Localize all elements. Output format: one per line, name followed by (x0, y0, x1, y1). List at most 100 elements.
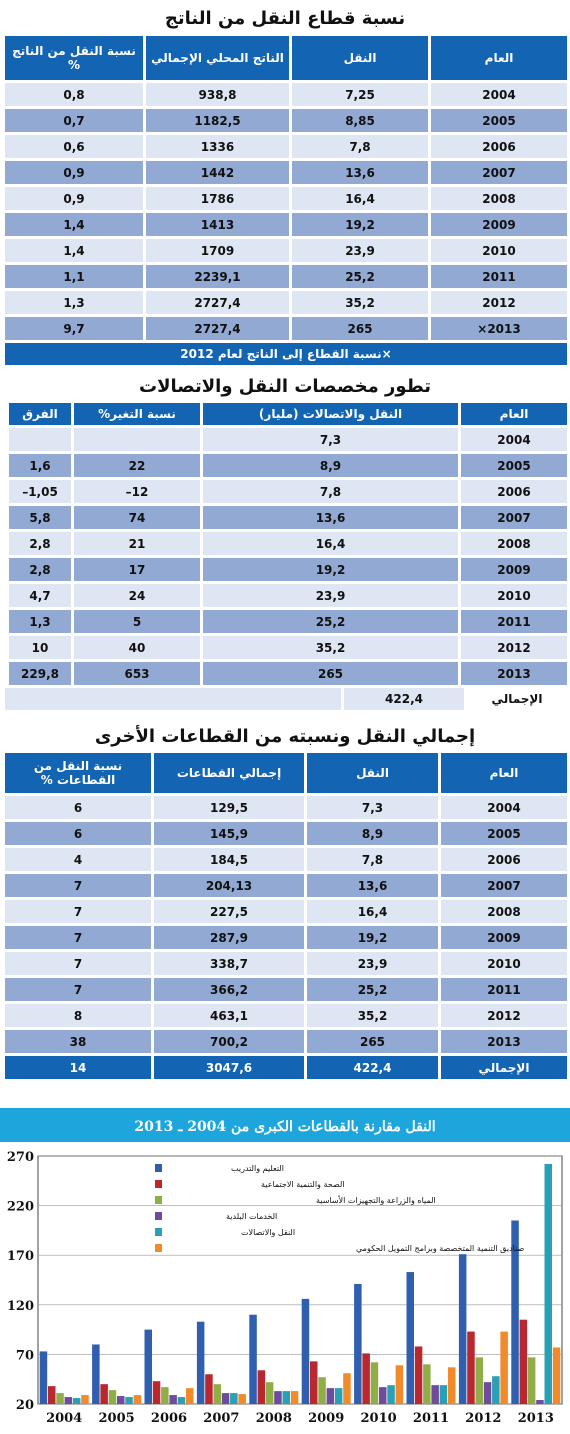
table3-header-cell: إجمالي القطاعات (154, 753, 304, 793)
table-row: 2011 25,2 5 1,3 (5, 610, 567, 633)
x-tick-label: 2012 (465, 1411, 501, 1426)
bar (186, 1388, 194, 1404)
table-cell: 2005 (441, 822, 567, 845)
table-cell: 229,8 (9, 662, 71, 685)
bar (133, 1395, 142, 1404)
y-tick-label: 120 (7, 1299, 34, 1314)
bar (467, 1331, 475, 1404)
bar (108, 1390, 117, 1404)
bar (406, 1272, 414, 1404)
table-row: 2009 19,2 287,9 7 (5, 926, 567, 949)
table-cell: 2007 (441, 874, 567, 897)
bar (125, 1397, 133, 1404)
bar (169, 1395, 177, 1404)
table-cell: 19,2 (307, 926, 438, 949)
table-row: 2006 7,8 184,5 4 (5, 848, 567, 871)
table1-header-cell: نسبة النقل من الناتج % (5, 36, 143, 80)
table-cell: 74 (74, 506, 200, 529)
table-cell: 21 (74, 532, 200, 555)
table-cell: 7 (5, 952, 151, 975)
table-cell: 366,2 (154, 978, 304, 1001)
table2-header-cell: النقل والاتصالات (مليار) (203, 403, 458, 425)
table-row: 2006 7,8 1336 0,6 (5, 135, 567, 158)
bar (92, 1344, 100, 1404)
table2-total-row: الإجمالي 422,4 (5, 688, 567, 710)
table-cell: 38 (5, 1030, 151, 1053)
bar (500, 1331, 508, 1404)
bar (483, 1382, 492, 1404)
table-cell: 2011 (461, 610, 567, 633)
table-cell: 9,7 (5, 317, 143, 340)
table-cell: 2013 (441, 1030, 567, 1053)
bar (39, 1351, 48, 1404)
bar (301, 1298, 310, 1404)
bar (395, 1365, 404, 1404)
bar (290, 1391, 299, 1404)
table-row: 2004 7,25 938,8 0,8 (5, 83, 567, 106)
table-row: 2011 25,2 366,2 7 (5, 978, 567, 1001)
table2-title: تطور مخصصات النقل والاتصالات (139, 376, 431, 397)
table-cell: 2004 (441, 796, 567, 819)
bar (536, 1400, 544, 1404)
x-tick-label: 2010 (361, 1411, 397, 1426)
table-row: 2010 23,9 24 4,7 (5, 584, 567, 607)
bar (230, 1393, 238, 1404)
table-cell: 338,7 (154, 952, 304, 975)
table-cell: 16,4 (307, 900, 438, 923)
table-cell: 227,5 (154, 900, 304, 923)
bar (379, 1387, 387, 1404)
x-tick-label: 2006 (151, 1411, 187, 1426)
table-row: 2004 7,3 129,5 6 (5, 796, 567, 819)
table-row: 2012 35,2 40 10 (5, 636, 567, 659)
x-tick-label: 2013 (518, 1411, 554, 1426)
bar (257, 1370, 266, 1404)
table1-header-row: العام النقل الناتج المحلي الإجمالي نسبة الن… (5, 36, 567, 80)
y-tick-label: 70 (16, 1348, 34, 1363)
table-cell: 16,4 (203, 532, 458, 555)
table-cell: 0,6 (5, 135, 143, 158)
bar (221, 1393, 230, 1404)
bar (249, 1314, 257, 1404)
table-cell: 2010 (441, 952, 567, 975)
bar (423, 1364, 431, 1404)
bar (265, 1382, 274, 1404)
table-cell: 7 (5, 874, 151, 897)
table-row: 2008 16,4 21 2,8 (5, 532, 567, 555)
table-cell: 17 (74, 558, 200, 581)
table-row: 2005 8,85 1182,5 0,7 (5, 109, 567, 132)
bar (310, 1361, 318, 1404)
x-tick-label: 2011 (413, 1411, 449, 1426)
table-cell: 8 (5, 1004, 151, 1027)
bar (161, 1387, 169, 1404)
total-cell: الإجمالي (441, 1056, 567, 1079)
table-cell: 129,5 (154, 796, 304, 819)
table-cell: 2010 (431, 239, 567, 262)
chart-title-banner (0, 1108, 570, 1142)
bar-chart: النقل مقارنة بالقطاعات الكبرى من 2004 ـ … (0, 1108, 570, 1426)
legend-swatch (155, 1212, 162, 1220)
bar (354, 1283, 362, 1404)
table-cell: 265 (292, 317, 428, 340)
table-cell: 1786 (146, 187, 289, 210)
y-tick-label: 270 (7, 1150, 34, 1165)
table-cell: 1,1 (5, 265, 143, 288)
table-cell: 0,9 (5, 187, 143, 210)
table-cell: 2013 (461, 662, 567, 685)
bar (100, 1384, 108, 1404)
table-row: 2004 7,3 (5, 428, 567, 451)
table-cell: 8,85 (292, 109, 428, 132)
bar (458, 1254, 467, 1404)
chart-title: النقل مقارنة بالقطاعات الكبرى من 2004 ـ … (134, 1119, 435, 1135)
table-cell: 19,2 (203, 558, 458, 581)
legend-label: الخدمات البلدية (226, 1212, 277, 1221)
table-cell: 1,4 (5, 213, 143, 236)
table-cell: 25,2 (292, 265, 428, 288)
bar (274, 1391, 282, 1404)
total-cell: 422,4 (307, 1056, 438, 1079)
legend-label: الصحة والتنمية الاجتماعية (261, 1180, 345, 1189)
table-cell: 19,2 (292, 213, 428, 236)
table-cell: 7 (5, 926, 151, 949)
table3-header-cell: نسبة النقل من القطاعات % (5, 753, 151, 793)
table3-title: إجمالي النقل ونسبته من القطاعات الأخرى (94, 726, 476, 747)
table-cell: 1,6 (9, 454, 71, 477)
